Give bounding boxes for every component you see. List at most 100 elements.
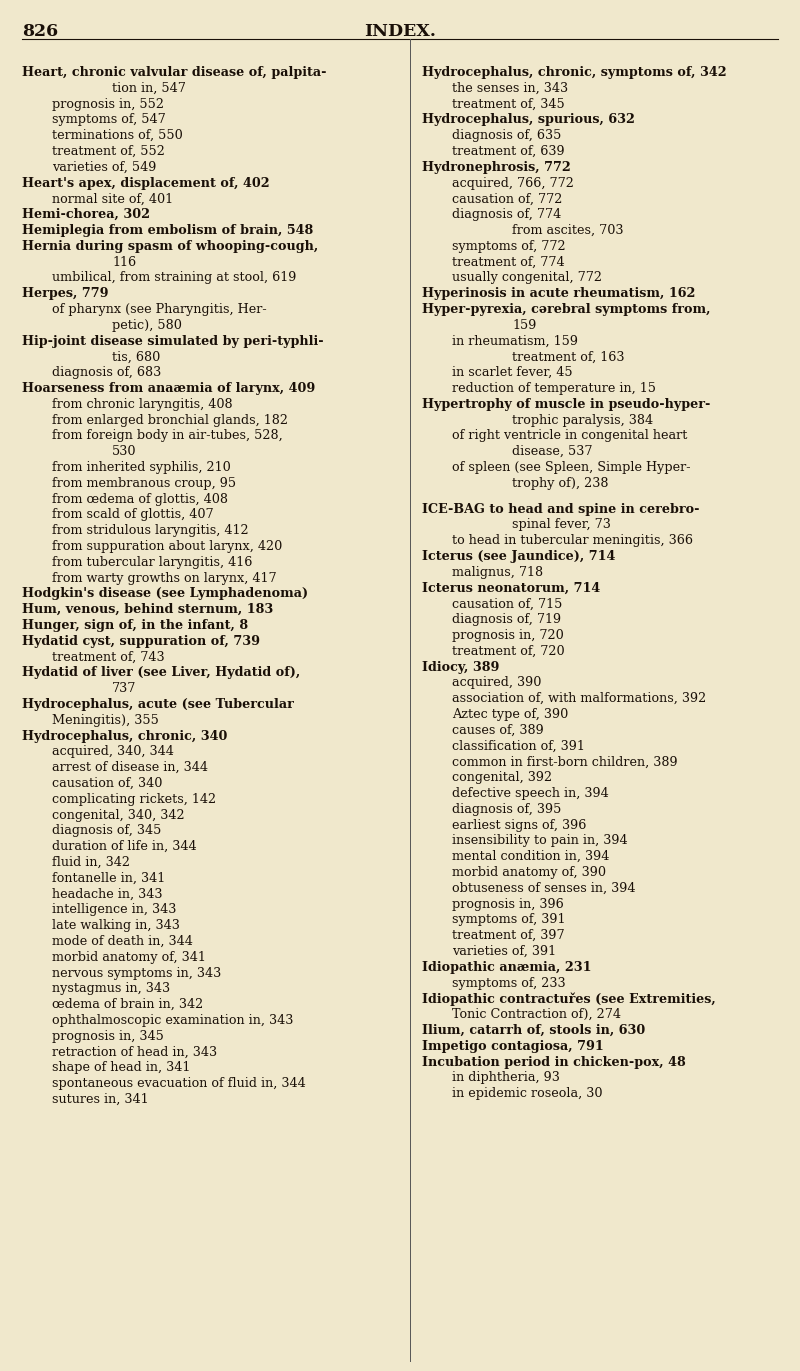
Text: Impetigo contagiosa, 791: Impetigo contagiosa, 791 [422,1039,604,1053]
Text: symptoms of, 391: symptoms of, 391 [452,913,566,927]
Text: treatment of, 774: treatment of, 774 [452,255,565,269]
Text: diagnosis of, 395: diagnosis of, 395 [452,803,562,816]
Text: Heart, chronic valvular disease of, palpita-: Heart, chronic valvular disease of, palp… [22,66,326,80]
Text: INDEX.: INDEX. [364,23,436,40]
Text: classification of, 391: classification of, 391 [452,739,585,753]
Text: Hip-joint disease simulated by peri-typhli-: Hip-joint disease simulated by peri-typh… [22,335,324,348]
Text: ICE-BAG to head and spine in cerebro-: ICE-BAG to head and spine in cerebro- [422,503,699,515]
Text: association of, with malformations, 392: association of, with malformations, 392 [452,692,706,705]
Text: Hydrocephalus, chronic, symptoms of, 342: Hydrocephalus, chronic, symptoms of, 342 [422,66,726,80]
Text: terminations of, 550: terminations of, 550 [52,129,182,143]
Text: varieties of, 391: varieties of, 391 [452,945,556,958]
Text: Hydrocephalus, chronic, 340: Hydrocephalus, chronic, 340 [22,729,227,743]
Text: tion in, 547: tion in, 547 [112,82,186,95]
Text: Hernia during spasm of whooping-cough,: Hernia during spasm of whooping-cough, [22,240,318,252]
Text: symptoms of, 547: symptoms of, 547 [52,114,166,126]
Text: the senses in, 343: the senses in, 343 [452,82,568,95]
Text: Idiopathic contractuřes (see Extremities,: Idiopathic contractuřes (see Extremities… [422,993,716,1006]
Text: defective speech in, 394: defective speech in, 394 [452,787,609,801]
Text: complicating rickets, 142: complicating rickets, 142 [52,792,216,806]
Text: Hum, venous, behind sternum, 183: Hum, venous, behind sternum, 183 [22,603,274,616]
Text: symptoms of, 772: symptoms of, 772 [452,240,566,252]
Text: from enlarged bronchial glands, 182: from enlarged bronchial glands, 182 [52,414,288,426]
Text: fluid in, 342: fluid in, 342 [52,856,130,869]
Text: prognosis in, 396: prognosis in, 396 [452,898,564,910]
Text: prognosis in, 720: prognosis in, 720 [452,629,564,642]
Text: acquired, 340, 344: acquired, 340, 344 [52,746,174,758]
Text: disease, 537: disease, 537 [512,446,593,458]
Text: common in first-born children, 389: common in first-born children, 389 [452,755,678,768]
Text: insensibility to pain in, 394: insensibility to pain in, 394 [452,835,628,847]
Text: treatment of, 743: treatment of, 743 [52,651,165,664]
Text: prognosis in, 345: prognosis in, 345 [52,1030,164,1043]
Text: from foreign body in air-tubes, 528,: from foreign body in air-tubes, 528, [52,429,282,443]
Text: 159: 159 [512,319,536,332]
Text: in scarlet fever, 45: in scarlet fever, 45 [452,366,573,380]
Text: prognosis in, 552: prognosis in, 552 [52,97,164,111]
Text: Hyperinosis in acute rheumatism, 162: Hyperinosis in acute rheumatism, 162 [422,287,695,300]
Text: causation of, 715: causation of, 715 [452,598,562,610]
Text: from œdema of glottis, 408: from œdema of glottis, 408 [52,492,228,506]
Text: diagnosis of, 683: diagnosis of, 683 [52,366,162,380]
Text: treatment of, 163: treatment of, 163 [512,351,625,363]
Text: causation of, 340: causation of, 340 [52,777,162,790]
Text: Hoarseness from anaæmia of larynx, 409: Hoarseness from anaæmia of larynx, 409 [22,383,315,395]
Text: Aztec type of, 390: Aztec type of, 390 [452,707,568,721]
Text: symptoms of, 233: symptoms of, 233 [452,976,566,990]
Text: causes of, 389: causes of, 389 [452,724,544,736]
Text: diagnosis of, 635: diagnosis of, 635 [452,129,562,143]
Text: treatment of, 345: treatment of, 345 [452,97,565,111]
Text: treatment of, 639: treatment of, 639 [452,145,565,158]
Text: spinal fever, 73: spinal fever, 73 [512,518,611,532]
Text: tis, 680: tis, 680 [112,351,160,363]
Text: reduction of temperature in, 15: reduction of temperature in, 15 [452,383,656,395]
Text: diagnosis of, 345: diagnosis of, 345 [52,824,162,838]
Text: from ascites, 703: from ascites, 703 [512,223,623,237]
Text: acquired, 766, 772: acquired, 766, 772 [452,177,574,189]
Text: Hemiplegia from embolism of brain, 548: Hemiplegia from embolism of brain, 548 [22,223,314,237]
Text: trophy of), 238: trophy of), 238 [512,477,609,489]
Text: in diphtheria, 93: in diphtheria, 93 [452,1071,560,1084]
Text: of pharynx (see Pharyngitis, Her-: of pharynx (see Pharyngitis, Her- [52,303,266,315]
Text: mental condition in, 394: mental condition in, 394 [452,850,610,864]
Text: diagnosis of, 774: diagnosis of, 774 [452,208,562,221]
Text: Tonic Contraction of), 274: Tonic Contraction of), 274 [452,1008,621,1021]
Text: Idiocy, 389: Idiocy, 389 [422,661,499,673]
Text: acquired, 390: acquired, 390 [452,676,542,690]
Text: shape of head in, 341: shape of head in, 341 [52,1061,190,1075]
Text: from membranous croup, 95: from membranous croup, 95 [52,477,236,489]
Text: Herpes, 779: Herpes, 779 [22,287,109,300]
Text: Hydronephrosis, 772: Hydronephrosis, 772 [422,160,570,174]
Text: from warty growths on larynx, 417: from warty growths on larynx, 417 [52,572,277,584]
Text: petic), 580: petic), 580 [112,319,182,332]
Text: Hydatid cyst, suppuration of, 739: Hydatid cyst, suppuration of, 739 [22,635,260,648]
Text: morbid anatomy of, 390: morbid anatomy of, 390 [452,866,606,879]
Text: malignus, 718: malignus, 718 [452,566,543,579]
Text: morbid anatomy of, 341: morbid anatomy of, 341 [52,951,206,964]
Text: Hemi-chorea, 302: Hemi-chorea, 302 [22,208,150,221]
Text: Hydatid of liver (see Liver, Hydatid of),: Hydatid of liver (see Liver, Hydatid of)… [22,666,300,680]
Text: from tubercular laryngitis, 416: from tubercular laryngitis, 416 [52,555,252,569]
Text: of right ventricle in congenital heart: of right ventricle in congenital heart [452,429,687,443]
Text: from stridulous laryngitis, 412: from stridulous laryngitis, 412 [52,524,249,537]
Text: umbilical, from straining at stool, 619: umbilical, from straining at stool, 619 [52,271,296,284]
Text: nervous symptoms in, 343: nervous symptoms in, 343 [52,967,222,980]
Text: varieties of, 549: varieties of, 549 [52,160,156,174]
Text: Incubation period in chicken-pox, 48: Incubation period in chicken-pox, 48 [422,1056,686,1068]
Text: Hypertrophy of muscle in pseudo-hyper-: Hypertrophy of muscle in pseudo-hyper- [422,398,710,411]
Text: trophic paralysis, 384: trophic paralysis, 384 [512,414,653,426]
Text: Hodgkin's disease (see Lymphadenoma): Hodgkin's disease (see Lymphadenoma) [22,587,308,600]
Text: Meningitis), 355: Meningitis), 355 [52,714,159,727]
Text: spontaneous evacuation of fluid in, 344: spontaneous evacuation of fluid in, 344 [52,1078,306,1090]
Text: mode of death in, 344: mode of death in, 344 [52,935,193,947]
Text: in rheumatism, 159: in rheumatism, 159 [452,335,578,348]
Text: 737: 737 [112,683,136,695]
Text: earliest signs of, 396: earliest signs of, 396 [452,818,586,832]
Text: retraction of head in, 343: retraction of head in, 343 [52,1046,217,1058]
Text: Hydrocephalus, spurious, 632: Hydrocephalus, spurious, 632 [422,114,635,126]
Text: diagnosis of, 719: diagnosis of, 719 [452,613,561,627]
Text: treatment of, 397: treatment of, 397 [452,930,565,942]
Text: Ilium, catarrh of, stools in, 630: Ilium, catarrh of, stools in, 630 [422,1024,646,1036]
Text: Idiopathic anæmia, 231: Idiopathic anæmia, 231 [422,961,591,973]
Text: from chronic laryngitis, 408: from chronic laryngitis, 408 [52,398,233,411]
